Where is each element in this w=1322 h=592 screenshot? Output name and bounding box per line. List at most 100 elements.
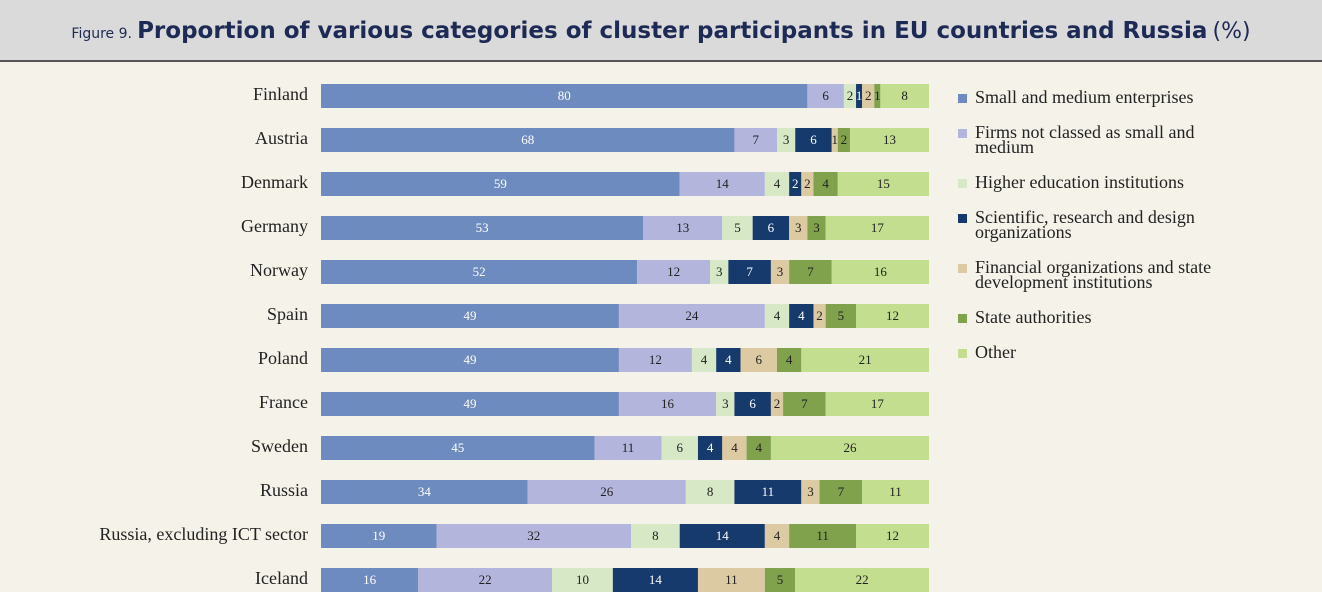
value-label: 19 <box>372 528 385 543</box>
bar-segment <box>716 392 735 416</box>
bar-segment <box>321 436 595 460</box>
category-label: Iceland <box>255 568 308 588</box>
value-label: 80 <box>558 88 571 103</box>
bar-segment <box>321 392 619 416</box>
value-label: 16 <box>363 572 377 587</box>
bar-segment <box>631 524 680 548</box>
legend: Small and medium enterprises Firms not cl… <box>958 87 1233 380</box>
bar-segment <box>321 172 680 196</box>
value-label: 10 <box>576 572 589 587</box>
value-label: 11 <box>725 572 738 587</box>
bar-segment <box>321 568 419 592</box>
value-label: 45 <box>451 440 464 455</box>
bar-segment <box>722 216 753 240</box>
value-label: 4 <box>774 308 781 323</box>
value-label: 5 <box>734 220 741 235</box>
legend-swatch <box>958 214 967 223</box>
value-label: 3 <box>783 132 790 147</box>
category-label: Denmark <box>241 172 308 192</box>
value-label: 3 <box>716 264 723 279</box>
legend-label: State authorities <box>975 307 1092 327</box>
value-label: 11 <box>762 484 775 499</box>
bar-segment <box>321 128 735 152</box>
value-label: 22 <box>856 572 869 587</box>
bar-segment <box>321 216 644 240</box>
bar-segment <box>789 172 802 196</box>
bar-segment <box>612 568 698 592</box>
bar-segment <box>697 568 765 592</box>
bar-segment <box>777 348 802 372</box>
bar-segment <box>618 348 692 372</box>
value-label: 16 <box>874 264 888 279</box>
bar-segment <box>825 216 929 240</box>
value-label: 53 <box>476 220 489 235</box>
bar-segment <box>734 480 802 504</box>
value-label: 7 <box>807 264 814 279</box>
bar-segment <box>321 304 619 328</box>
bar-segment <box>770 260 790 284</box>
bar-segment <box>418 568 553 592</box>
bar-segment <box>436 524 632 548</box>
value-label: 1 <box>856 88 863 103</box>
value-label: 34 <box>418 484 432 499</box>
bar-segment <box>862 480 929 504</box>
bar-segment <box>874 84 881 108</box>
value-label: 6 <box>749 396 756 411</box>
value-label: 3 <box>807 484 814 499</box>
value-label: 1 <box>874 88 881 103</box>
bar-segment <box>643 216 723 240</box>
value-label: 11 <box>889 484 902 499</box>
value-label: 12 <box>886 308 899 323</box>
bar-segment <box>789 216 808 240</box>
value-label: 4 <box>756 440 763 455</box>
unit: (%) <box>1212 19 1251 44</box>
value-label: 12 <box>886 528 899 543</box>
value-label: 6 <box>768 220 775 235</box>
value-label: 49 <box>463 352 476 367</box>
legend-swatch <box>958 314 967 323</box>
legend-item: Scientific, research and design organiza… <box>958 208 1233 241</box>
bar-segment <box>679 172 765 196</box>
value-label: 13 <box>676 220 689 235</box>
value-label: 26 <box>600 484 614 499</box>
bar-segment <box>594 436 662 460</box>
legend-item: Financial organizations and state develo… <box>958 258 1233 291</box>
bar-segment <box>746 436 771 460</box>
bar-segment <box>789 304 814 328</box>
bar-segment <box>770 392 784 416</box>
bar-segment <box>856 304 929 328</box>
legend-item: Firms not classed as small and medium <box>958 123 1233 156</box>
legend-label: Small and medium enterprises <box>975 87 1194 107</box>
category-label: Sweden <box>251 436 308 456</box>
bar-segment <box>807 84 844 108</box>
bar-segment <box>527 480 686 504</box>
bar-segment <box>321 84 808 108</box>
value-label: 49 <box>463 396 476 411</box>
bar-segment <box>825 304 857 328</box>
bar-segment <box>764 524 790 548</box>
value-label: 32 <box>527 528 540 543</box>
value-label: 4 <box>731 440 738 455</box>
category-label: Poland <box>258 348 308 368</box>
header: Figure 9. Proportion of various categori… <box>0 0 1322 62</box>
value-label: 16 <box>661 396 675 411</box>
value-label: 15 <box>877 176 890 191</box>
value-label: 4 <box>725 352 732 367</box>
value-label: 14 <box>716 176 730 191</box>
bar-segment <box>752 216 790 240</box>
value-label: 7 <box>801 396 808 411</box>
value-label: 2 <box>774 396 781 411</box>
bar-segment <box>856 84 863 108</box>
value-label: 17 <box>871 396 885 411</box>
value-label: 4 <box>822 176 829 191</box>
category-label: France <box>259 392 308 412</box>
value-label: 5 <box>777 572 784 587</box>
bar-segment <box>813 172 838 196</box>
bar-segment <box>764 172 790 196</box>
bar-segment <box>691 348 717 372</box>
bar-segment <box>637 260 711 284</box>
value-label: 2 <box>804 176 811 191</box>
value-label: 4 <box>798 308 805 323</box>
